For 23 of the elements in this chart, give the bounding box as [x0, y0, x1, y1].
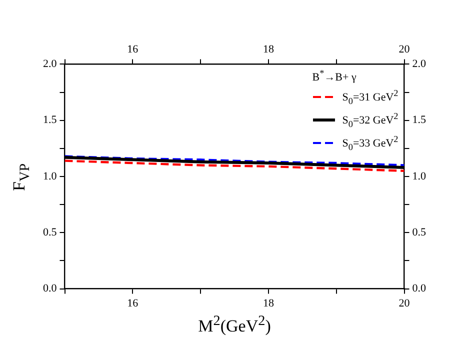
x-tick-label: 16 — [127, 297, 139, 310]
y-tick-label: 0.0 — [43, 282, 58, 295]
y-tick-label: 1.0 — [43, 170, 58, 182]
y-tick-label: 0.5 — [43, 226, 58, 239]
x-tick-label: 20 — [398, 297, 410, 310]
legend-label: S$_{0}$=32 GeV$^{2}$ — [342, 110, 398, 131]
line-series — [64, 160, 404, 172]
x-axis-title: M$^{2}$(GeV$^{2}$) — [197, 312, 272, 336]
line-series — [64, 155, 404, 166]
y-tick-label: 2.0 — [43, 58, 58, 70]
y2-tick-label: 2.0 — [412, 58, 426, 70]
x2-tick-label: 20 — [398, 43, 410, 56]
y2-tick-label: 1.5 — [412, 114, 426, 126]
y2-tick-label: 1.0 — [412, 170, 426, 182]
y2-tick-label: 0.0 — [412, 282, 426, 295]
y2-tick-label: 0.5 — [412, 226, 426, 239]
x2-tick-label: 16 — [127, 43, 139, 56]
legend-label: S$_{0}$=33 GeV$^{2}$ — [342, 132, 398, 154]
y-tick-label: 1.5 — [43, 114, 58, 126]
x2-tick-label: 18 — [262, 43, 274, 56]
legend-title: B$^{*}$→B+ γ — [312, 67, 358, 86]
x-tick-label: 18 — [262, 297, 274, 310]
legend-label: S$_{0}$=31 GeV$^{2}$ — [342, 86, 398, 108]
